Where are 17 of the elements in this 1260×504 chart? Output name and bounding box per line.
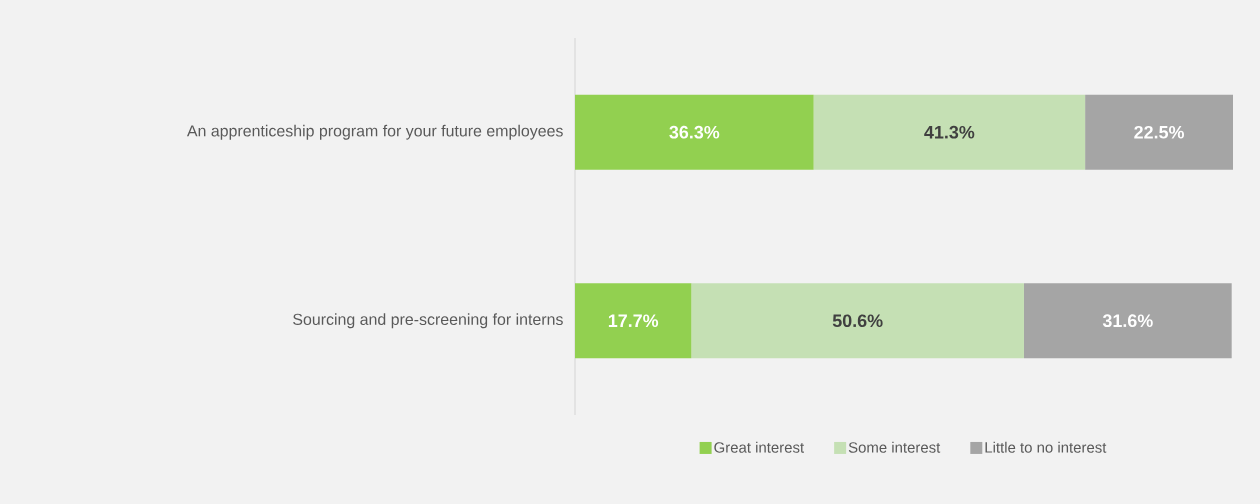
y-tick-label: An apprenticeship program for your future employees <box>186 124 563 140</box>
data-label: 41.3% <box>924 125 975 139</box>
legend-label: Little to no interest <box>985 441 1107 453</box>
bar <box>1085 94 1234 170</box>
bar <box>813 94 1086 170</box>
data-label: 31.6% <box>1102 314 1153 328</box>
legend-label: Some interest <box>848 441 941 453</box>
data-label: 36.3% <box>669 125 720 139</box>
bar <box>575 94 814 170</box>
data-label: 22.5% <box>1134 125 1184 139</box>
bar <box>575 283 692 359</box>
y-tick-label: Sourcing and pre-screening for interns <box>293 313 563 329</box>
data-label: 17.7% <box>608 314 659 328</box>
data-label: 50.6% <box>832 314 883 328</box>
legend-label: Great interest <box>714 441 805 453</box>
bar <box>691 283 1024 359</box>
bar <box>1023 283 1232 359</box>
